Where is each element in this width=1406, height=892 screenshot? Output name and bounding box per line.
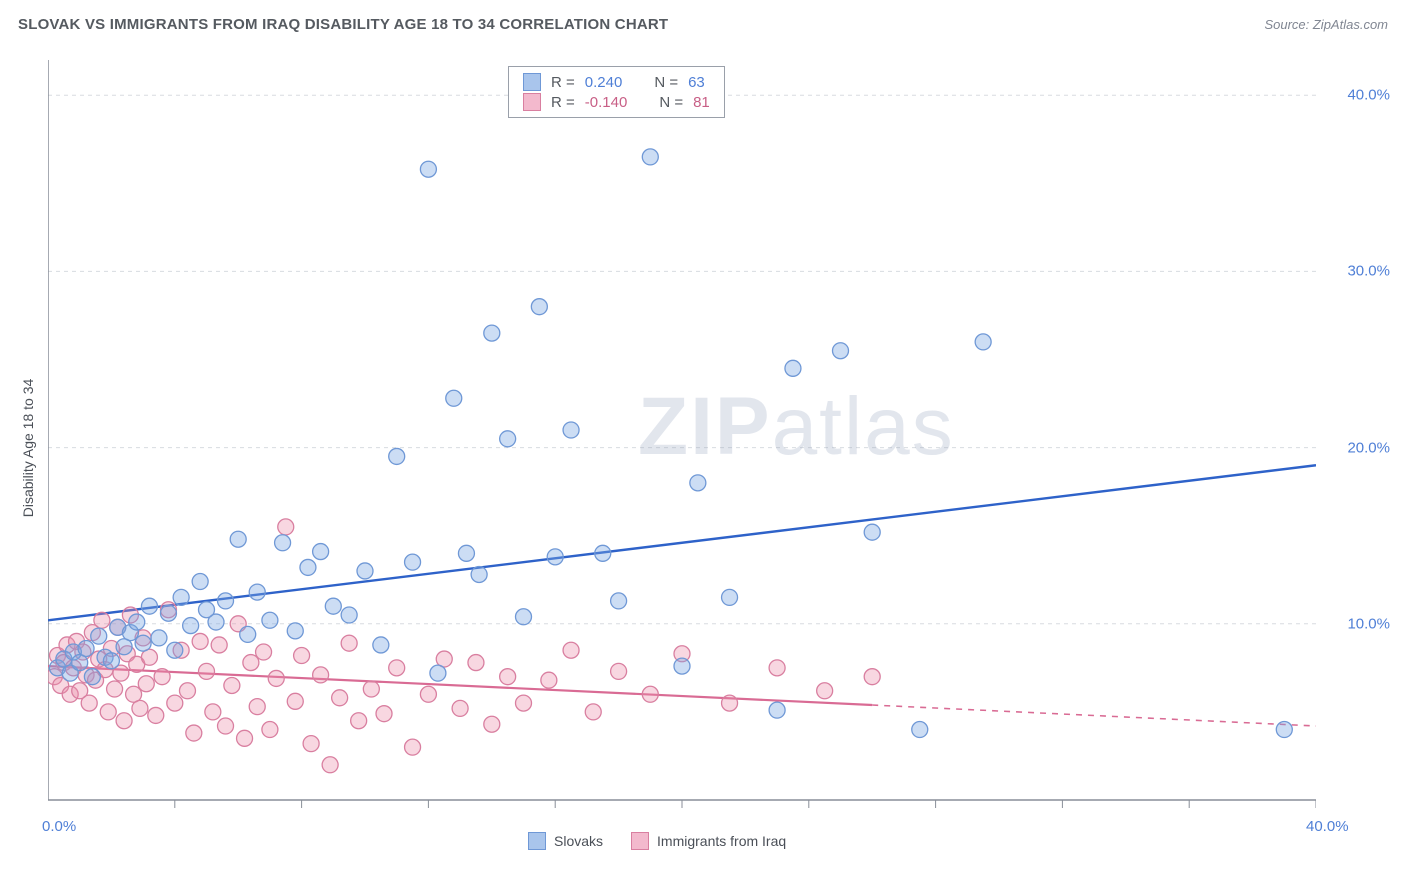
- legend-label-iraq: Immigrants from Iraq: [657, 833, 786, 849]
- legend-row-iraq: R = -0.140 N = 81: [523, 93, 710, 111]
- swatch-slovaks: [523, 73, 541, 91]
- x-max-label: 40.0%: [1306, 818, 1349, 835]
- x-origin-label: 0.0%: [42, 818, 76, 835]
- chart-source: Source: ZipAtlas.com: [1264, 17, 1388, 32]
- n-label-2: N =: [659, 94, 683, 111]
- y-axis-label: Disability Age 18 to 34: [20, 379, 36, 518]
- y-tick-label: 30.0%: [1347, 263, 1390, 280]
- y-tick-label: 20.0%: [1347, 439, 1390, 456]
- swatch-slovaks-bottom: [528, 832, 546, 850]
- n-label: N =: [654, 74, 678, 91]
- correlation-legend: R = 0.240 N = 63 R = -0.140 N = 81: [508, 66, 725, 118]
- scatter-plot-svg: [48, 60, 1316, 830]
- r-label: R =: [551, 74, 575, 91]
- series-legend: Slovaks Immigrants from Iraq: [528, 832, 786, 850]
- n-value-iraq: 81: [693, 94, 710, 111]
- r-value-iraq: -0.140: [585, 94, 628, 111]
- swatch-iraq-bottom: [631, 832, 649, 850]
- chart-title: SLOVAK VS IMMIGRANTS FROM IRAQ DISABILIT…: [18, 16, 668, 33]
- y-tick-label: 10.0%: [1347, 615, 1390, 632]
- legend-item-slovaks: Slovaks: [528, 832, 603, 850]
- r-label-2: R =: [551, 94, 575, 111]
- chart-header: SLOVAK VS IMMIGRANTS FROM IRAQ DISABILIT…: [0, 0, 1406, 40]
- n-value-slovaks: 63: [688, 74, 705, 91]
- swatch-iraq: [523, 93, 541, 111]
- r-value-slovaks: 0.240: [585, 74, 623, 91]
- legend-item-iraq: Immigrants from Iraq: [631, 832, 786, 850]
- legend-row-slovaks: R = 0.240 N = 63: [523, 73, 710, 91]
- y-tick-label: 40.0%: [1347, 87, 1390, 104]
- chart-plot-area: ZIPatlas R = 0.240 N = 63 R = -0.140 N =…: [48, 60, 1316, 830]
- legend-label-slovaks: Slovaks: [554, 833, 603, 849]
